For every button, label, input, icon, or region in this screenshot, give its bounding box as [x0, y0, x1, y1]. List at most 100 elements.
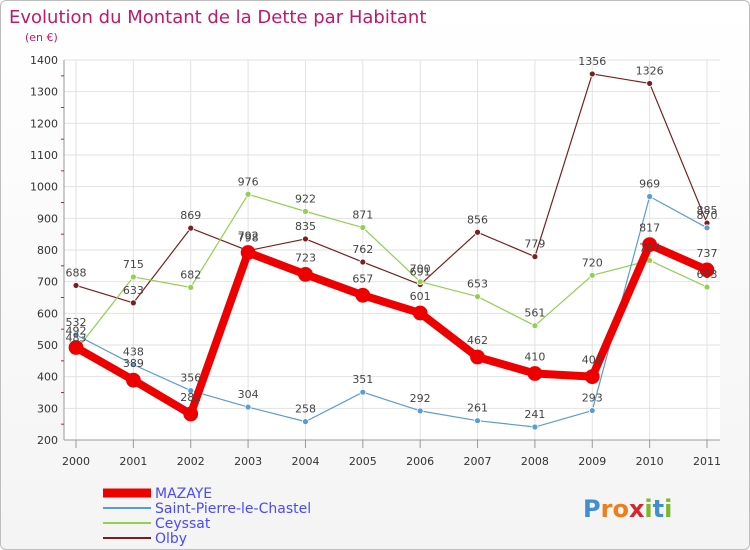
- y-tick-label: 1400: [30, 54, 58, 67]
- data-point: [531, 322, 539, 330]
- data-label: 462: [467, 334, 488, 347]
- tick-labels: 200 300 400 500 600 700 800 900 1000 1100 1200 1300…: [30, 54, 721, 468]
- x-tick-label: 2005: [349, 455, 377, 468]
- brand-letter: P: [583, 495, 601, 523]
- x-tick-label: 2011: [693, 455, 721, 468]
- x-tick-label: 2008: [521, 455, 549, 468]
- data-label: 438: [123, 346, 144, 359]
- data-label: 241: [524, 408, 545, 421]
- data-point: [646, 80, 654, 87]
- y-tick-label: 1300: [30, 86, 58, 99]
- data-label: 682: [180, 268, 201, 281]
- data-point: [244, 403, 252, 411]
- data-point: [474, 228, 481, 236]
- legend-label: Ceyssat: [155, 516, 211, 532]
- data-label: 492: [66, 325, 87, 338]
- data-label: 767: [639, 241, 660, 254]
- brand-letter: i: [664, 495, 672, 523]
- data-point: [355, 287, 371, 303]
- data-label: 798: [238, 232, 259, 245]
- x-tick-label: 2006: [406, 455, 434, 468]
- data-point: [359, 258, 367, 266]
- data-label: 688: [66, 266, 87, 279]
- data-point: [359, 388, 367, 396]
- series-lines: [68, 70, 715, 431]
- y-tick-label: 500: [37, 339, 58, 352]
- y-tick-label: 300: [37, 402, 58, 415]
- data-point: [474, 417, 481, 425]
- x-tick-label: 2000: [62, 455, 90, 468]
- data-point: [703, 283, 711, 291]
- data-point: [183, 406, 199, 422]
- x-tick-label: 2001: [119, 455, 147, 468]
- data-label: 715: [123, 258, 144, 271]
- data-point: [527, 366, 543, 381]
- y-tick-label: 1100: [30, 149, 58, 162]
- y-tick-label: 900: [37, 212, 58, 225]
- data-point: [72, 331, 80, 339]
- data-label: 356: [180, 372, 201, 385]
- data-point: [416, 278, 424, 286]
- data-point: [416, 407, 424, 415]
- y-tick-label: 600: [37, 307, 58, 320]
- data-point: [125, 372, 141, 388]
- data-label: 282: [180, 391, 201, 404]
- data-point: [187, 283, 195, 291]
- y-tick-label: 1200: [30, 117, 58, 130]
- data-label: 351: [352, 373, 373, 386]
- data-point: [302, 418, 309, 426]
- data-label: 779: [524, 238, 545, 251]
- brand-letter: x: [629, 495, 645, 523]
- x-tick-label: 2002: [177, 455, 205, 468]
- series-line-1: [75, 195, 708, 428]
- data-label: 633: [123, 284, 144, 297]
- data-point: [187, 224, 195, 232]
- data-label: 691: [410, 266, 431, 279]
- legend-label: Olby: [155, 531, 187, 547]
- data-point: [646, 193, 654, 200]
- data-label: 258: [295, 403, 316, 416]
- data-point: [129, 361, 137, 369]
- data-label: 601: [410, 290, 431, 303]
- y-tick-label: 400: [37, 371, 58, 384]
- data-label: 292: [410, 392, 431, 405]
- x-tick-label: 2007: [464, 455, 492, 468]
- data-point: [302, 235, 309, 243]
- data-label: 869: [180, 209, 201, 222]
- data-label: 261: [467, 402, 488, 415]
- data-label: 976: [238, 175, 259, 188]
- data-point: [68, 340, 84, 355]
- data-point: [703, 224, 711, 232]
- data-label: 870: [697, 209, 718, 222]
- data-label: 389: [123, 357, 144, 370]
- data-point: [129, 299, 137, 307]
- data-point: [531, 253, 539, 261]
- chart-title: Evolution du Montant de la Dette par Hab…: [9, 7, 426, 28]
- series-line-3: [75, 73, 708, 304]
- data-point: [187, 387, 195, 395]
- y-tick-label: 800: [37, 244, 58, 257]
- data-label: 856: [467, 213, 488, 226]
- data-point: [588, 271, 596, 279]
- data-label: 922: [295, 192, 316, 205]
- data-labels: 688 633 869 798 835 762 691 856 779 1356 1326 885 48…: [66, 55, 718, 421]
- data-label: 885: [697, 204, 718, 217]
- brand-logo: Proxiti: [583, 495, 672, 523]
- data-label: 969: [639, 177, 660, 190]
- data-label: 723: [295, 251, 316, 264]
- data-label: 737: [697, 247, 718, 260]
- legend-label: MAZAYE: [155, 486, 212, 502]
- data-point: [359, 224, 367, 231]
- y-tick-label: 1000: [30, 181, 58, 194]
- data-label: 653: [467, 278, 488, 291]
- chart-subtitle: (en €): [25, 31, 58, 44]
- data-label: 1356: [578, 55, 606, 68]
- data-label: 871: [352, 209, 373, 222]
- data-point: [240, 245, 256, 260]
- data-label: 532: [66, 316, 87, 329]
- data-label: 304: [238, 388, 259, 401]
- data-label: 483: [66, 331, 87, 344]
- data-point: [302, 207, 309, 215]
